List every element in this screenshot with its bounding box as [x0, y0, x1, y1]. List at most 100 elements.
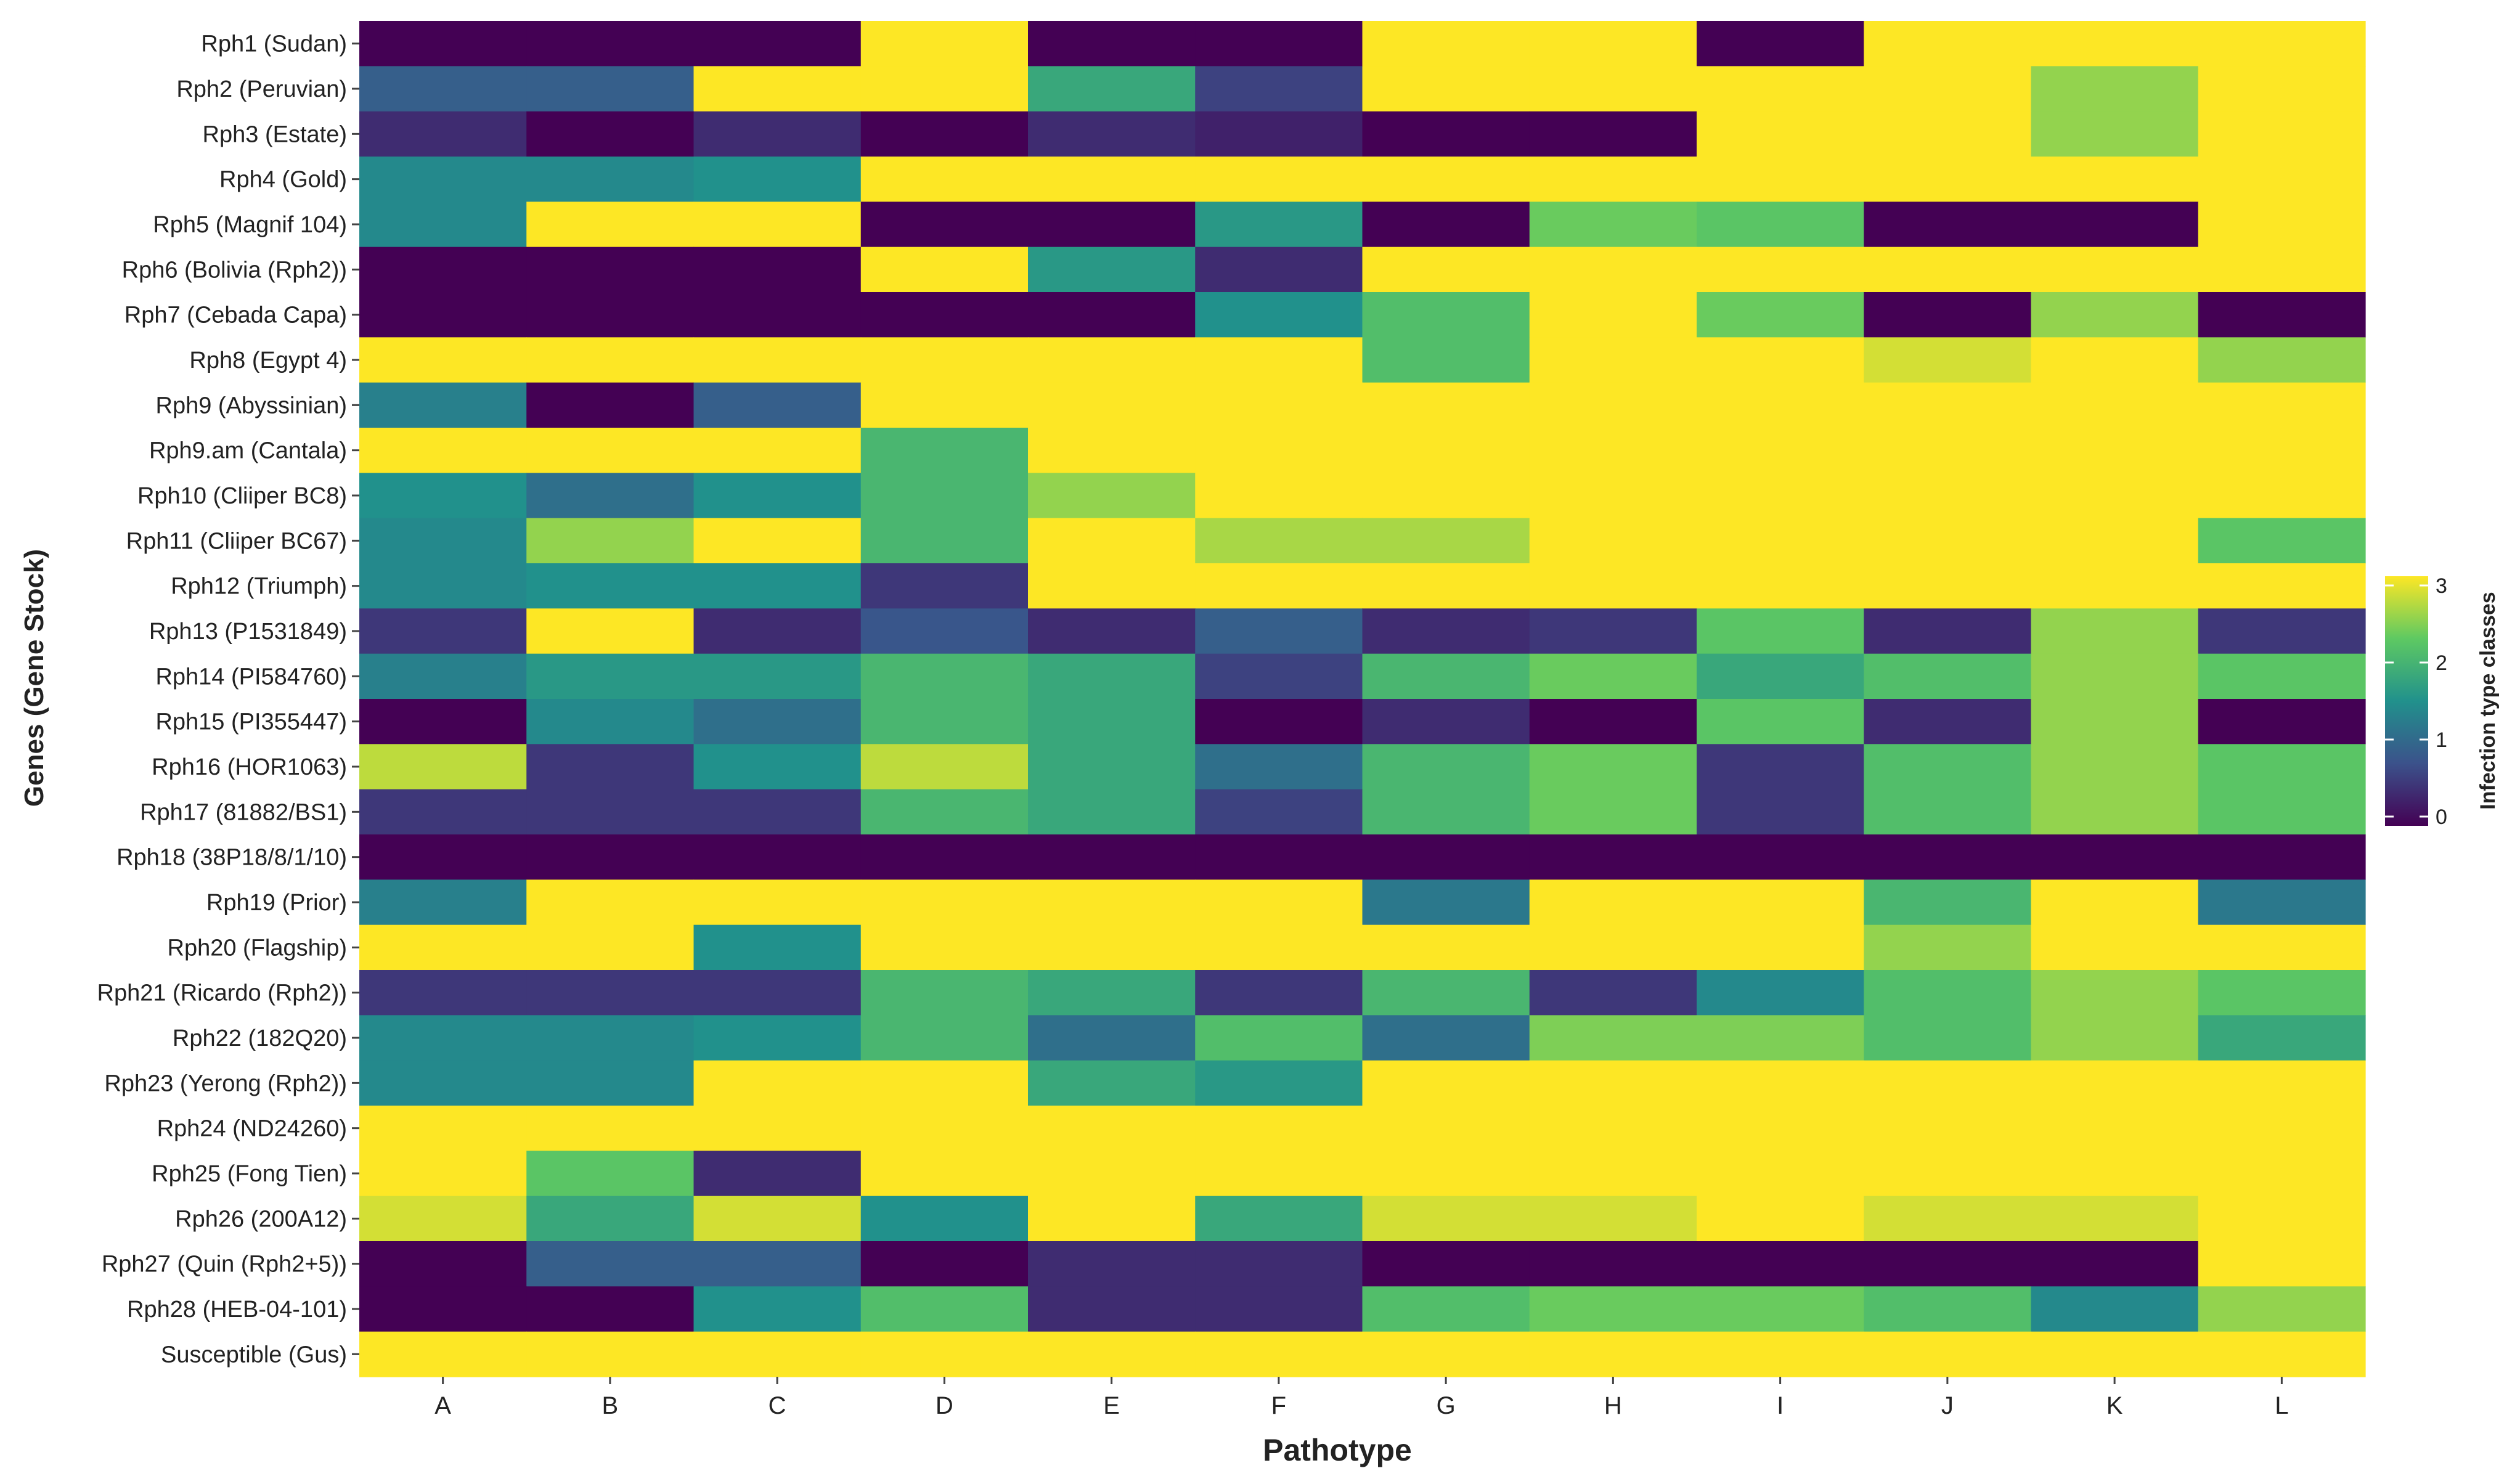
heatmap-cell [860, 157, 1029, 202]
heatmap-cell [1362, 111, 1530, 157]
heatmap-cell [359, 1286, 527, 1332]
heatmap-cell [1028, 518, 1196, 564]
heatmap-cell [2198, 1015, 2366, 1061]
heatmap-cell [1697, 337, 1864, 383]
heatmap-cell [1529, 1015, 1697, 1061]
heatmap-cell [1864, 247, 2032, 293]
heatmap-cell [2031, 924, 2199, 971]
heatmap-cell [860, 382, 1029, 428]
row-label: Rph9.am (Cantala) [149, 438, 347, 464]
colorbar-title: Infection type classes [2476, 592, 2500, 809]
row-label: Rph16 (HOR1063) [152, 754, 347, 780]
heatmap-cell [1864, 1286, 2032, 1332]
column-label: F [1271, 1392, 1286, 1419]
heatmap-cell [693, 834, 862, 880]
heatmap-cell [526, 21, 695, 67]
column-label: H [1604, 1392, 1622, 1419]
heatmap-cell [1362, 1151, 1530, 1197]
heatmap-cell [1362, 66, 1530, 112]
heatmap-cell [2031, 382, 2199, 428]
heatmap-cell [2031, 157, 2199, 202]
heatmap-cell [1195, 1196, 1363, 1242]
heatmap-cell [1028, 653, 1196, 699]
heatmap-cell [1028, 111, 1196, 157]
heatmap-cell [1195, 292, 1363, 338]
heatmap-cell [1697, 292, 1864, 338]
heatmap-cell [526, 1241, 695, 1287]
heatmap-cell [526, 66, 695, 112]
heatmap-cell [1362, 744, 1530, 790]
heatmap-cell [1195, 428, 1363, 473]
heatmap-cell [1362, 834, 1530, 880]
row-label: Rph9 (Abyssinian) [156, 393, 347, 418]
heatmap-cell [860, 1331, 1029, 1377]
heatmap-cell [1362, 202, 1530, 248]
heatmap-cell [693, 292, 862, 338]
column-label: C [769, 1392, 786, 1419]
heatmap-cell [526, 879, 695, 926]
heatmap-cell [1529, 879, 1697, 926]
heatmap-cell [359, 834, 527, 880]
heatmap-cell [1864, 879, 2032, 926]
heatmap-cell [2031, 1106, 2199, 1151]
heatmap-cell [693, 1196, 862, 1242]
heatmap-cell [1864, 1106, 2032, 1151]
column-label: A [434, 1392, 451, 1419]
heatmap-cell [693, 1151, 862, 1197]
heatmap-cell [860, 563, 1029, 609]
heatmap-cell [359, 202, 527, 248]
heatmap-cell [2198, 924, 2366, 971]
heatmap-cell [359, 1196, 527, 1242]
row-label: Rph6 (Bolivia (Rph2)) [122, 257, 347, 283]
row-label: Rph23 (Yerong (Rph2)) [104, 1070, 347, 1096]
heatmap-cell [1362, 653, 1530, 699]
heatmap-cell [2198, 473, 2366, 519]
colorbar: 0 1 2 3 Infection type classes [2385, 574, 2500, 829]
heatmap-cell [1697, 157, 1864, 202]
heatmap-cell [860, 111, 1029, 157]
heatmap-cell [1028, 699, 1196, 744]
heatmap-cell [1195, 563, 1363, 609]
heatmap-cell [1362, 1196, 1530, 1242]
colorbar-tick-label: 0 [2436, 805, 2447, 829]
heatmap-cell [359, 473, 527, 519]
heatmap-cell [860, 699, 1029, 744]
heatmap-cell [1529, 21, 1697, 67]
heatmap-cell [1028, 879, 1196, 926]
heatmap-cell [526, 1331, 695, 1377]
heatmap-cell [1028, 1015, 1196, 1061]
heatmap-cell [526, 1060, 695, 1106]
heatmap-cell [1864, 924, 2032, 971]
heatmap-cell [1864, 1151, 2032, 1197]
heatmap-cell [1529, 382, 1697, 428]
heatmap-cell [1864, 563, 2032, 609]
colorbar-tick-label: 2 [2436, 651, 2447, 675]
heatmap-cell [693, 1331, 862, 1377]
heatmap-cell [1362, 1331, 1530, 1377]
heatmap-cell [1864, 653, 2032, 699]
heatmap-cell [526, 202, 695, 248]
heatmap-cell [2198, 879, 2366, 926]
heatmap-cell [1697, 66, 1864, 112]
heatmap-cell [2031, 563, 2199, 609]
heatmap-cell [2031, 970, 2199, 1016]
heatmap-cell [860, 518, 1029, 564]
heatmap-cell [693, 66, 862, 112]
heatmap-cell [1529, 428, 1697, 473]
heatmap-cell [1362, 970, 1530, 1016]
heatmap-cell [1195, 111, 1363, 157]
heatmap-cell [1864, 21, 2032, 67]
heatmap-cell [1697, 699, 1864, 744]
heatmap-cell [2198, 1106, 2366, 1151]
heatmap-cell [359, 1106, 527, 1151]
heatmap-cell [2198, 382, 2366, 428]
row-label: Rph20 (Flagship) [168, 935, 347, 961]
heatmap-cell [1529, 473, 1697, 519]
heatmap-cell [1697, 247, 1864, 293]
heatmap-cell [359, 699, 527, 744]
heatmap-cell [2198, 699, 2366, 744]
heatmap-cell [860, 1151, 1029, 1197]
heatmap-cell [1864, 970, 2032, 1016]
heatmap-cell [1195, 21, 1363, 67]
